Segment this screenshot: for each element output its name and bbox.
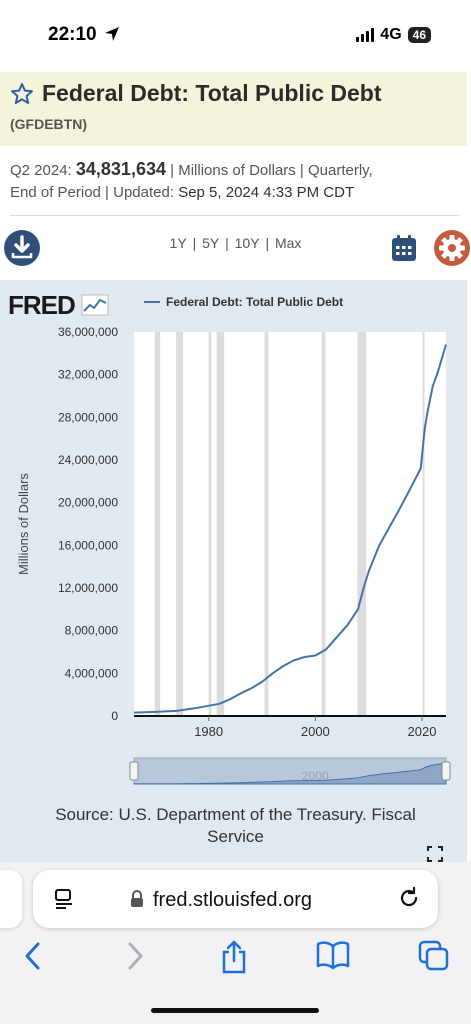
url-text: fred.stlouisfed.org xyxy=(153,889,312,911)
series-header: Federal Debt: Total Public Debt (GFDEBTN… xyxy=(0,72,467,146)
units-frequency: | Millions of Dollars | Quarterly, xyxy=(170,162,373,179)
browser-nav xyxy=(0,940,471,980)
y-tick-label: 36,000,000 xyxy=(58,325,118,339)
observation-value: 34,831,634 xyxy=(75,159,166,179)
chart-toolbar: 1Y | 5Y | 10Y | Max xyxy=(0,226,471,274)
x-tick-label: 2020 xyxy=(408,724,437,739)
status-bar: 22:10 4G 46 xyxy=(0,0,471,72)
navigator-series xyxy=(133,762,447,785)
recession-band xyxy=(321,332,326,716)
y-tick-label: 12,000,000 xyxy=(58,581,118,595)
battery-icon: 46 xyxy=(407,27,431,43)
aggregation-updated-label: End of Period | Updated: xyxy=(10,184,175,201)
range-separator: | xyxy=(225,235,229,251)
chart-legend: Federal Debt: Total Public Debt xyxy=(144,295,343,309)
location-arrow-icon xyxy=(104,27,119,41)
navigator-label: 2000 xyxy=(302,769,329,783)
back-icon[interactable] xyxy=(22,940,44,972)
browser-toolbar: fred.stlouisfed.org xyxy=(0,862,471,1024)
network-type: 4G xyxy=(380,26,402,43)
recession-band xyxy=(154,332,161,716)
fred-logo-text: FRED xyxy=(8,290,76,320)
y-tick-label: 8,000,000 xyxy=(65,624,119,638)
observation-meta: Q2 2024: 34,831,634 | Millions of Dollar… xyxy=(10,158,460,204)
address-bar[interactable]: fred.stlouisfed.org xyxy=(33,870,438,928)
x-tick-label: 2000 xyxy=(301,724,330,739)
y-tick-label: 32,000,000 xyxy=(58,368,118,382)
range-max[interactable]: Max xyxy=(274,235,302,251)
fred-trend-icon xyxy=(81,294,109,316)
y-tick-label: 4,000,000 xyxy=(65,666,119,680)
calendar-icon[interactable] xyxy=(391,234,417,262)
recession-band xyxy=(176,332,184,716)
page-title: Federal Debt: Total Public Debt xyxy=(42,80,382,106)
previous-tab-card[interactable] xyxy=(0,870,22,928)
y-tick-label: 28,000,000 xyxy=(58,410,118,424)
range-separator: | xyxy=(265,235,270,251)
y-tick-label: 0 xyxy=(111,709,118,723)
y-tick-label: 20,000,000 xyxy=(58,496,118,510)
source-line-1: Source: U.S. Department of the Treasury.… xyxy=(55,805,416,824)
favorite-star-icon[interactable] xyxy=(10,82,34,106)
forward-icon[interactable] xyxy=(124,940,146,972)
navigator-handle-right xyxy=(441,761,451,781)
y-axis-label: Millions of Dollars xyxy=(16,473,31,575)
source-line-2: Service xyxy=(207,827,264,846)
fred-logo: FRED xyxy=(8,290,109,321)
gear-icon xyxy=(439,235,465,261)
recession-band xyxy=(357,332,366,716)
chart-panel: FRED Federal Debt: Total Public Debt 0 4,… xyxy=(0,280,467,862)
battery-level: 46 xyxy=(412,28,426,42)
bookmarks-icon[interactable] xyxy=(316,940,350,970)
status-time: 22:10 xyxy=(48,24,120,46)
fullscreen-icon[interactable] xyxy=(427,846,443,862)
date-range-selector: 1Y | 5Y | 10Y | Max xyxy=(0,235,471,251)
range-10y[interactable]: 10Y xyxy=(234,235,260,251)
chart-source: Source: U.S. Department of the Treasury.… xyxy=(0,804,471,848)
divider xyxy=(10,215,460,216)
home-indicator xyxy=(151,1008,319,1013)
clock-text: 22:10 xyxy=(48,24,97,45)
download-button[interactable] xyxy=(4,230,40,266)
range-separator: | xyxy=(192,235,197,251)
lock-icon xyxy=(131,890,143,907)
page-menu-icon[interactable] xyxy=(53,888,75,910)
y-tick-label: 24,000,000 xyxy=(58,453,118,467)
recession-band xyxy=(422,332,425,716)
recession-band xyxy=(216,332,225,716)
series-line xyxy=(133,344,447,714)
download-icon xyxy=(11,235,33,259)
updated-date: Sep 5, 2024 4:33 PM CDT xyxy=(178,184,355,201)
plot-area xyxy=(134,332,446,716)
range-1y[interactable]: 1Y xyxy=(169,235,187,251)
settings-button[interactable] xyxy=(434,230,470,266)
y-tick-label: 16,000,000 xyxy=(58,538,118,552)
recession-band xyxy=(208,332,212,716)
navigator-handle-left xyxy=(129,761,139,781)
observation-period: Q2 2024: xyxy=(10,162,72,179)
share-icon[interactable] xyxy=(220,940,248,974)
cellular-signal-icon xyxy=(356,28,375,42)
tabs-icon[interactable] xyxy=(418,940,450,972)
x-tick-label: 1980 xyxy=(194,724,223,739)
legend-label: Federal Debt: Total Public Debt xyxy=(166,295,344,309)
range-5y[interactable]: 5Y xyxy=(202,235,220,251)
legend-swatch xyxy=(144,301,160,303)
series-id: (GFDEBTN) xyxy=(10,116,87,132)
reload-icon[interactable] xyxy=(397,886,421,910)
line-chart[interactable]: 0 4,000,000 8,000,000 12,000,000 16,000,000 2… xyxy=(0,320,467,840)
recession-band xyxy=(264,332,269,716)
